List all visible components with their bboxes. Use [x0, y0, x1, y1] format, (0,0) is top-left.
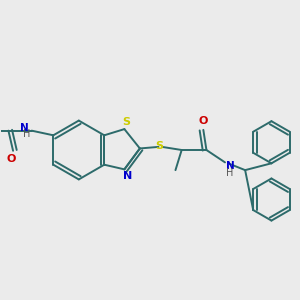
Text: H: H: [226, 168, 233, 178]
Text: S: S: [155, 141, 163, 151]
Text: N: N: [124, 171, 133, 181]
Text: N: N: [20, 123, 29, 133]
Text: H: H: [23, 129, 31, 140]
Text: O: O: [7, 154, 16, 164]
Text: O: O: [199, 116, 208, 126]
Text: S: S: [122, 117, 130, 127]
Text: N: N: [226, 161, 234, 171]
